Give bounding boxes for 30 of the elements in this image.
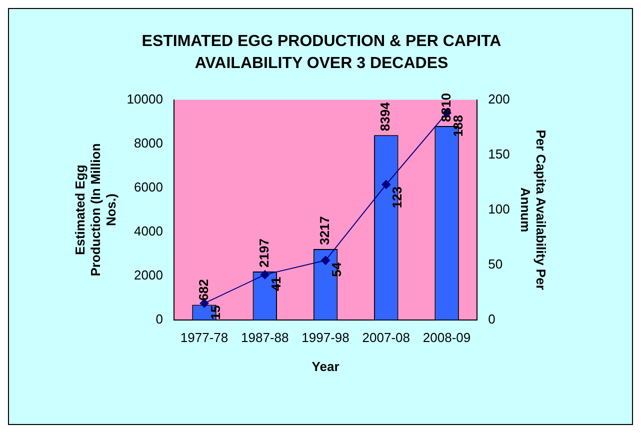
- x-tick-label: 1997-98: [302, 330, 350, 346]
- point: [382, 180, 391, 189]
- data-label: 123: [390, 186, 405, 208]
- y2-tick-label: 200: [488, 91, 510, 106]
- y-tick-label: 8000: [134, 135, 163, 150]
- y-axis-title: Estimated Egg Production (In Million Nos.): [72, 143, 119, 276]
- y2-tick-label: 0: [488, 311, 496, 326]
- y-tick-label: 10000: [126, 91, 163, 106]
- x-tick-label: 1987-88: [241, 330, 289, 346]
- y-tick-label: 6000: [134, 179, 163, 194]
- data-label: 2197: [256, 238, 272, 268]
- chart-title: ESTIMATED EGG PRODUCTION & PER CAPITA AVAILABILITY OVER 3 DECADES: [140, 32, 502, 74]
- data-label: 8394: [378, 101, 393, 132]
- x-tick-label: 1977-78: [180, 330, 228, 346]
- x-axis-title: Year: [312, 358, 340, 374]
- point: [260, 270, 270, 280]
- x-tick-label: 2007-08: [362, 330, 410, 346]
- y-tick-label: 2000: [134, 267, 163, 282]
- data-label: 682: [196, 279, 211, 301]
- y-tick-label: 0: [156, 311, 163, 326]
- y2-tick-label: 50: [488, 256, 503, 272]
- y2-tick-label: 100: [488, 201, 510, 216]
- y-tick-label: 4000: [134, 223, 163, 238]
- data-label: 54: [329, 262, 344, 277]
- y2-tick-label: 150: [488, 146, 510, 162]
- y2-axis-title: Per Capita Availability Per Annum: [518, 130, 549, 290]
- point: [321, 256, 330, 265]
- data-label: 3217: [317, 216, 332, 246]
- x-tick-label: 2008-09: [422, 330, 471, 346]
- data-label: 41: [268, 276, 284, 292]
